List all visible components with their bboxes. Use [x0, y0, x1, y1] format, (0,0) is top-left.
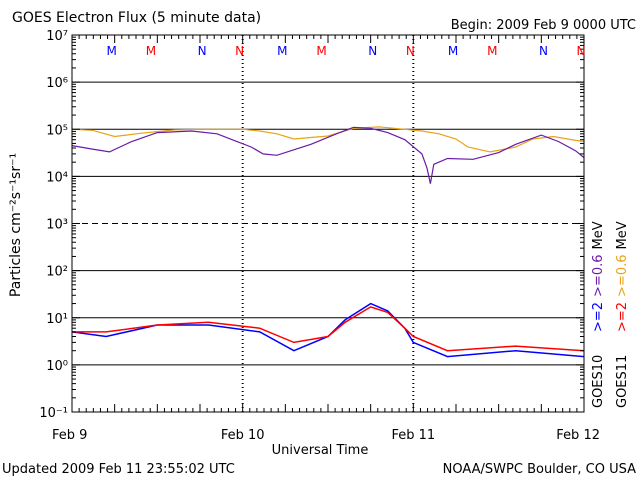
- updated-label: Updated 2009 Feb 11 23:55:02 UTC: [2, 462, 235, 477]
- series-line-goes10-2-mev: [71, 302, 585, 358]
- legend-goes10-e06: >=0.6: [591, 254, 606, 296]
- x-tick-label: Feb 9: [52, 428, 87, 443]
- legend-goes10-label: GOES10: [591, 355, 606, 408]
- legend: GOES10 >=2 >=0.6 MeV GOES11 >=2 >=0.6 MeV: [591, 221, 630, 408]
- y-tick-label: 10⁶: [46, 76, 68, 91]
- begin-label: Begin: 2009 Feb 9 0000 UTC: [451, 18, 636, 33]
- legend-goes11-label: GOES11: [615, 355, 630, 408]
- axes: 10⁻¹ 10⁰ 10¹ 10² 10³ 10⁴ 10⁵ 10⁶ 10⁷ Feb 9 Feb 10 F…: [39, 29, 600, 443]
- y-tick-label: 10⁰: [46, 359, 68, 374]
- legend-goes10-unit: MeV: [591, 221, 606, 249]
- x-tick-label: Feb 11: [391, 428, 435, 443]
- mn-marker: N: [368, 44, 377, 58]
- mn-marker: N: [198, 44, 207, 58]
- legend-goes10-entries: >=2 >=0.6 MeV: [591, 221, 606, 332]
- legend-goes11-entries: >=2 >=0.6 MeV: [615, 221, 630, 332]
- y-tick-label: 10²: [46, 265, 68, 280]
- mn-marker: N: [539, 44, 548, 58]
- legend-goes11-e2: >=2: [615, 302, 630, 332]
- legend-goes11-e06: >=0.6: [615, 254, 630, 296]
- y-tick-label: 10¹: [46, 312, 68, 327]
- y-tick-label: 10⁴: [46, 170, 68, 185]
- series-line-goes11-0-6-mev: [71, 126, 585, 153]
- x-axis-label: Universal Time: [272, 443, 369, 458]
- mn-marker: M: [106, 44, 116, 58]
- chart-title: GOES Electron Flux (5 minute data): [12, 10, 261, 26]
- mn-marker: N: [235, 44, 244, 58]
- mn-marker: N: [406, 44, 415, 58]
- mn-marker: M: [146, 44, 156, 58]
- mn-marker: M: [487, 44, 497, 58]
- y-tick-label: 10⁷: [46, 29, 68, 44]
- data-series: [71, 126, 585, 358]
- series-line-goes10-0-6-mev: [71, 126, 585, 184]
- series-line-goes11-2-mev: [72, 306, 585, 352]
- x-tick-label: Feb 12: [556, 428, 600, 443]
- mn-marker: M: [277, 44, 287, 58]
- mn-marker: M: [448, 44, 458, 58]
- credit-label: NOAA/SWPC Boulder, CO USA: [443, 462, 636, 477]
- mn-marker: M: [316, 44, 326, 58]
- y-tick-label: 10³: [46, 218, 68, 233]
- legend-goes10-e2: >=2: [591, 302, 606, 332]
- x-tick-label: Feb 10: [221, 428, 265, 443]
- mn-marker: N: [577, 44, 586, 58]
- legend-goes11-unit: MeV: [615, 221, 630, 249]
- gridlines: [72, 35, 584, 412]
- y-axis-label: Particles cm⁻²s⁻¹sr⁻¹: [8, 153, 24, 297]
- y-tick-label: 10⁵: [46, 123, 68, 138]
- y-tick-label: 10⁻¹: [39, 406, 68, 421]
